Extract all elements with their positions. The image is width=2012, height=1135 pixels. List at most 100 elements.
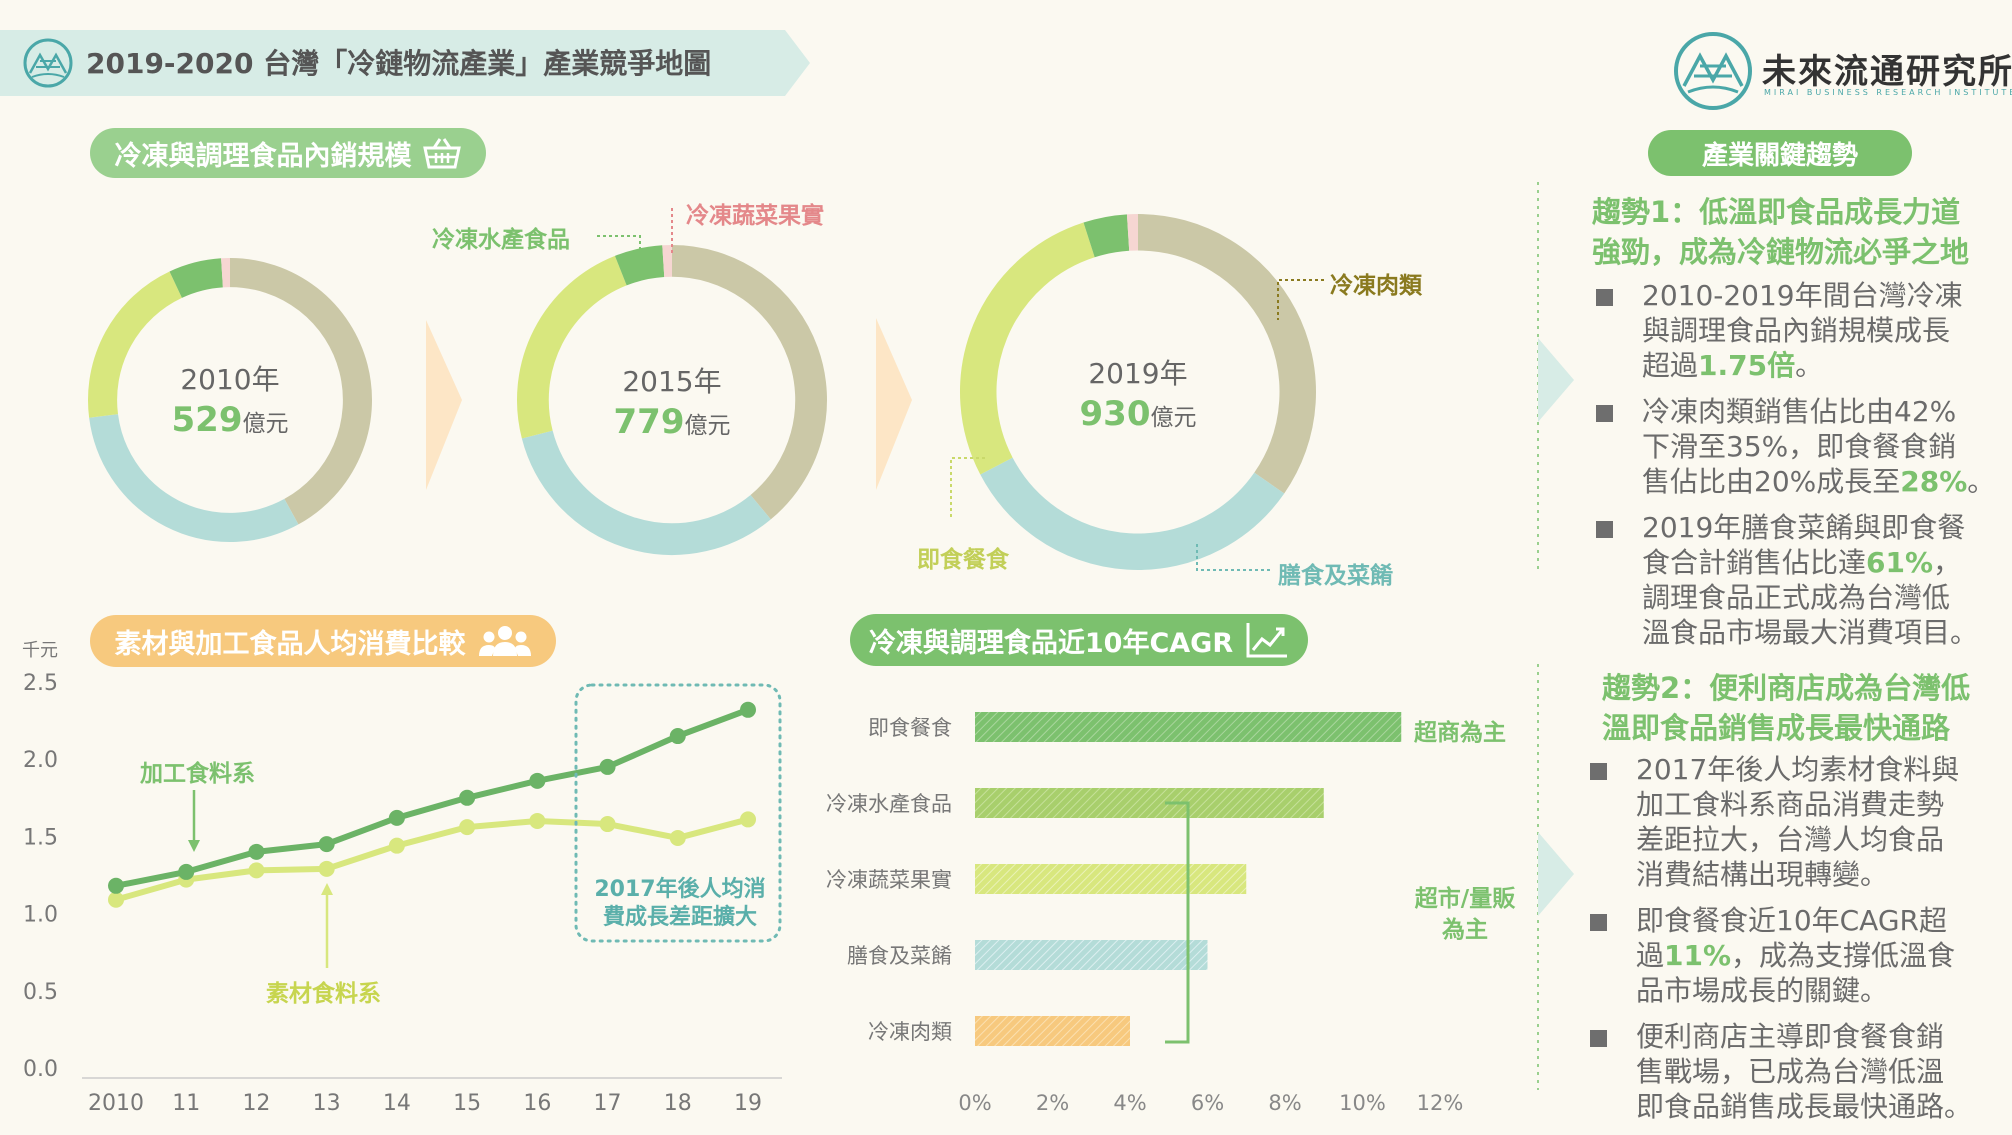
- flow-arrow-2: [876, 318, 912, 490]
- donut-2010-unit: 億元: [242, 411, 288, 437]
- x-tick-label: 8%: [1268, 1091, 1301, 1115]
- label-vegetables: 冷凍蔬菜果實: [686, 196, 824, 230]
- trend2-list: 2017年後人均素材食料與 加工食料系商品消費走勢 差距拉大，台灣人均食品 消費…: [1590, 752, 2012, 1135]
- series-1-point: [108, 892, 124, 908]
- section-domestic-scale-label: 冷凍與調理食品內銷規模: [115, 134, 412, 173]
- trend1-arrow: [1538, 338, 1574, 422]
- x-tick-label: 4%: [1113, 1091, 1146, 1115]
- donut-2015-unit: 億元: [684, 413, 730, 439]
- donut-0-slice-3: [176, 273, 222, 285]
- donut-2015-year: 2015年: [587, 360, 757, 400]
- series-0-point: [319, 836, 335, 852]
- y-tick-label: 0.5: [23, 980, 58, 1005]
- bar-2: [975, 864, 1246, 894]
- label-meat: 冷凍肉類: [1330, 266, 1422, 300]
- x-tick-label: 11: [172, 1091, 200, 1116]
- basket-icon: [422, 136, 462, 170]
- bracket: [1165, 803, 1188, 1042]
- section-trends: 產業關鍵趨勢: [1648, 130, 1912, 176]
- section-cagr: 冷凍與調理食品近10年CAGR: [850, 614, 1308, 666]
- label-processed: 加工食料系: [140, 754, 255, 788]
- donut-1-slice-1: [537, 435, 760, 540]
- trend1-list: 2010-2019年間台灣冷凍 與調理食品內銷規模成長 超過1.75倍。 冷凍肉…: [1596, 278, 2012, 661]
- series-1-point: [600, 816, 616, 832]
- label-market: 超市/量販 為主: [1404, 884, 1526, 946]
- bar-chart: 即食餐食冷凍水產食品冷凍蔬菜果實膳食及菜餚冷凍肉類0%2%4%6%8%10%12…: [800, 680, 1500, 1129]
- series-1-point: [740, 811, 756, 827]
- x-tick-label: 14: [383, 1091, 411, 1116]
- y-tick-label: 0.0: [23, 1057, 58, 1082]
- brand-tagline: MIRAI BUSINESS RESEARCH INSTITUTE: [1764, 88, 2012, 97]
- x-tick-label: 0%: [958, 1091, 991, 1115]
- bar-category-label: 冷凍水產食品: [826, 792, 952, 816]
- x-tick-label: 12: [242, 1091, 270, 1116]
- trend2-bullet-3: 便利商店主導即食餐食銷 售戰場，已成為台灣低溫 即食品銷售成長最快通路。: [1590, 1019, 2012, 1124]
- trend2-bullet-1: 2017年後人均素材食料與 加工食料系商品消費走勢 差距拉大，台灣人均食品 消費…: [1590, 752, 2012, 892]
- donut-2010-value: 529: [172, 400, 243, 440]
- series-0-point: [389, 810, 405, 826]
- x-tick-label: 13: [313, 1091, 341, 1116]
- series-0-point: [108, 878, 124, 894]
- x-tick-label: 12%: [1417, 1091, 1464, 1115]
- section-cagr-label: 冷凍與調理食品近10年CAGR: [869, 621, 1233, 660]
- trend1-title-line2: 強勁，成為冷鏈物流必爭之地: [1592, 232, 1969, 272]
- trend2-title-line1: 趨勢2：便利商店成為台灣低: [1602, 668, 1970, 708]
- bar-category-label: 冷凍肉類: [868, 1020, 952, 1044]
- header-logo-icon: [22, 37, 74, 89]
- bar-category-label: 冷凍蔬菜果實: [826, 868, 952, 892]
- y-tick-label: 1.5: [23, 825, 58, 850]
- series-0-point: [248, 844, 264, 860]
- donut-2010-year: 2010年: [145, 358, 315, 398]
- gap-note-line2: 費成長差距擴大: [578, 904, 782, 932]
- trend1-bullet-3: 2019年膳食菜餚與即食餐 食合計銷售佔比達61%， 調理食品正式成為台灣低 溫…: [1596, 510, 2012, 650]
- trend1-title: 趨勢1：低溫即食品成長力道 強勁，成為冷鏈物流必爭之地: [1592, 192, 1969, 272]
- bar-0: [975, 712, 1401, 742]
- series-0-point: [600, 759, 616, 775]
- section-trends-label: 產業關鍵趨勢: [1702, 135, 1858, 172]
- gap-note: 2017年後人均消 費成長差距擴大: [578, 876, 782, 932]
- label-market-line2: 為主: [1404, 915, 1526, 946]
- label-raw: 素材食料系: [266, 974, 381, 1008]
- trend-divider: [1528, 180, 1598, 1110]
- label-ready-meals: 即食餐食: [917, 540, 1009, 574]
- x-tick-label: 6%: [1191, 1091, 1224, 1115]
- series-1-point: [248, 862, 264, 878]
- page-title: 2019-2020 台灣「冷鏈物流產業」產業競爭地圖: [86, 42, 711, 82]
- flow-arrow-1: [426, 320, 462, 490]
- series-0-point: [670, 728, 686, 744]
- bar-4: [975, 1016, 1130, 1046]
- section-domestic-scale: 冷凍與調理食品內銷規模: [90, 128, 486, 178]
- donut-1-slice-3: [621, 261, 663, 270]
- label-seafood: 冷凍水產食品: [432, 220, 570, 254]
- x-tick-label: 10%: [1339, 1091, 1386, 1115]
- gap-note-line1: 2017年後人均消: [578, 876, 782, 904]
- series-0-point: [178, 864, 194, 880]
- donut-2015-value: 779: [614, 402, 685, 442]
- y-tick-label: 1.0: [23, 903, 58, 928]
- y-tick-label: 2.0: [23, 748, 58, 773]
- trend2-title: 趨勢2：便利商店成為台灣低 溫即食品銷售成長最快通路: [1602, 668, 1970, 748]
- x-tick-label: 18: [664, 1091, 692, 1116]
- bar-3: [975, 940, 1208, 970]
- bar-1: [975, 788, 1324, 818]
- donut-2019-center: 2019年 930億元: [1053, 352, 1223, 434]
- trend2-arrow: [1538, 832, 1574, 916]
- x-tick-label: 16: [523, 1091, 551, 1116]
- bar-category-label: 膳食及菜餚: [847, 944, 952, 968]
- brand-name: 未來流通研究所: [1762, 44, 2012, 93]
- bar-category-label: 即食餐食: [868, 716, 952, 740]
- brand-logo-icon: [1672, 30, 1754, 112]
- donut-2010-center: 2010年 529億元: [145, 358, 315, 440]
- x-tick-label: 19: [734, 1091, 762, 1116]
- series-1-point: [459, 819, 475, 835]
- donut-2015-center: 2015年 779億元: [587, 360, 757, 442]
- series-1-point: [670, 830, 686, 846]
- trend1-bullet-2: 冷凍肉類銷售佔比由42% 下滑至35%，即食餐食銷 售佔比由20%成長至28%。: [1596, 394, 2012, 499]
- x-tick-label: 2010: [88, 1091, 144, 1116]
- y-axis-unit: 千元: [22, 640, 58, 661]
- donut-2-slice-3: [1089, 233, 1128, 240]
- trend1-bullet-1: 2010-2019年間台灣冷凍 與調理食品內銷規模成長 超過1.75倍。: [1596, 278, 2012, 383]
- trend2-title-line2: 溫即食品銷售成長最快通路: [1602, 708, 1970, 748]
- label-market-line1: 超市/量販: [1404, 884, 1526, 915]
- series-1-point: [389, 838, 405, 854]
